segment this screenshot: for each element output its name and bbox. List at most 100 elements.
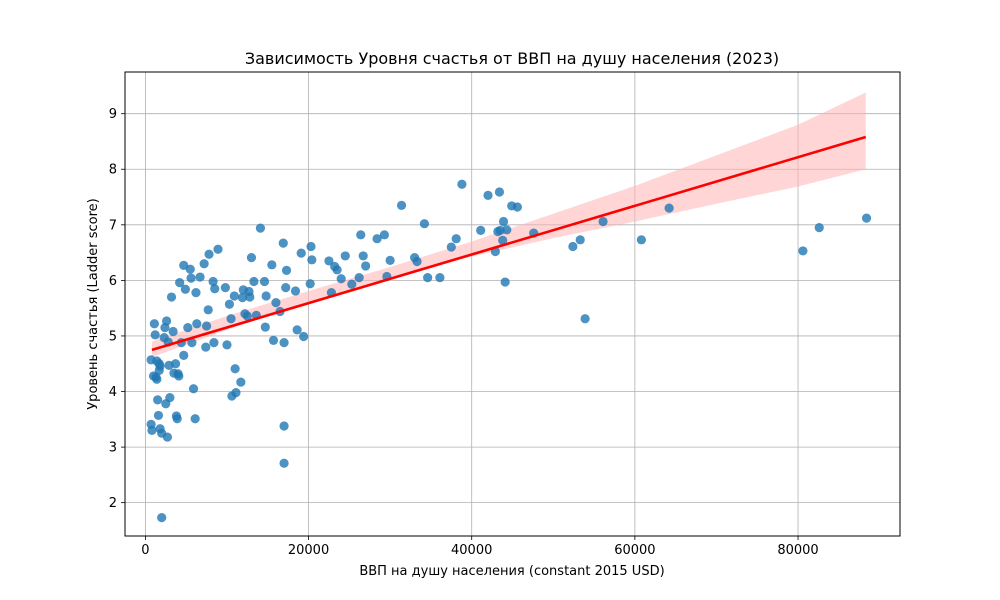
data-point <box>152 374 162 384</box>
data-point <box>180 284 190 294</box>
data-point <box>226 314 236 324</box>
data-point <box>155 361 165 371</box>
data-point <box>336 274 346 284</box>
data-point <box>149 319 159 329</box>
y-tick-label: 5 <box>109 329 117 344</box>
data-point <box>186 273 196 283</box>
data-point <box>306 241 316 252</box>
data-point <box>798 246 808 256</box>
data-point <box>500 277 510 287</box>
data-point <box>174 371 184 381</box>
data-point <box>209 338 219 348</box>
y-tick-label: 8 <box>109 163 117 178</box>
data-point <box>279 421 289 431</box>
data-point <box>168 326 178 337</box>
data-point <box>210 284 220 294</box>
data-point <box>307 255 317 265</box>
data-point <box>179 350 189 361</box>
x-tick-label: 0 <box>141 543 149 558</box>
data-point <box>259 276 270 287</box>
data-point <box>150 330 160 340</box>
data-point <box>162 432 173 442</box>
data-point <box>229 291 239 301</box>
data-point <box>220 283 230 293</box>
data-point <box>224 299 235 309</box>
data-point <box>296 248 306 258</box>
data-point <box>292 325 302 335</box>
data-point <box>203 305 213 315</box>
data-point <box>423 273 433 283</box>
data-point <box>246 253 257 263</box>
data-point <box>213 244 223 254</box>
data-point <box>498 216 509 227</box>
data-point <box>412 256 422 267</box>
x-tick-label: 40000 <box>451 543 492 558</box>
data-point <box>166 292 177 302</box>
data-point <box>237 293 248 303</box>
gridlines <box>125 72 900 536</box>
data-point <box>347 279 357 289</box>
data-point <box>260 322 270 332</box>
data-point <box>208 276 218 287</box>
data-point <box>494 187 505 197</box>
data-point <box>281 265 292 275</box>
data-point <box>356 230 366 240</box>
y-tick-label: 3 <box>109 441 117 456</box>
x-tick-label: 80000 <box>777 543 818 558</box>
data-point <box>278 238 288 248</box>
data-point <box>279 338 289 348</box>
x-axis-ticks: 0 20000 40000 60000 80000 <box>141 536 819 558</box>
data-point <box>575 235 585 245</box>
data-point <box>236 377 246 387</box>
data-point <box>324 256 334 266</box>
x-tick-label: 60000 <box>614 543 655 558</box>
data-point <box>199 259 209 269</box>
data-point <box>396 200 407 210</box>
y-tick-label: 6 <box>109 274 117 289</box>
x-tick-label: 20000 <box>288 543 329 558</box>
data-point <box>175 278 185 288</box>
data-point <box>172 414 182 424</box>
data-point <box>361 261 371 271</box>
data-point <box>255 223 266 233</box>
data-point <box>195 272 205 282</box>
data-point <box>305 279 315 289</box>
data-point <box>170 359 181 369</box>
data-point <box>446 242 456 252</box>
data-point <box>498 235 508 245</box>
data-point <box>385 255 395 265</box>
data-point <box>185 264 195 274</box>
data-point <box>222 340 232 350</box>
data-point <box>204 249 214 259</box>
data-point <box>379 230 390 240</box>
data-point <box>268 335 279 345</box>
data-point <box>598 216 608 227</box>
data-point <box>153 395 163 405</box>
data-point <box>201 321 212 331</box>
data-point <box>299 331 309 342</box>
data-point <box>512 202 522 212</box>
data-point <box>281 283 291 293</box>
data-point <box>568 241 578 252</box>
data-point <box>245 292 255 302</box>
data-point <box>187 338 197 348</box>
y-axis-ticks: 2 3 4 5 6 7 8 9 <box>109 107 125 511</box>
chart-title: Зависимость Уровня счастья от ВВП на душ… <box>245 49 779 68</box>
data-point <box>231 388 241 398</box>
data-point <box>435 273 445 283</box>
plot-frame <box>124 71 901 537</box>
data-point <box>183 323 193 333</box>
data-point <box>476 225 486 235</box>
data-point <box>332 265 342 275</box>
data-point <box>457 179 467 189</box>
data-point <box>419 219 429 229</box>
data-point <box>372 234 382 244</box>
data-point <box>271 298 281 308</box>
data-point <box>162 316 172 326</box>
data-point <box>451 234 461 244</box>
data-point <box>188 384 199 394</box>
data-point <box>201 342 211 352</box>
data-point <box>267 260 277 270</box>
data-point <box>157 513 167 523</box>
